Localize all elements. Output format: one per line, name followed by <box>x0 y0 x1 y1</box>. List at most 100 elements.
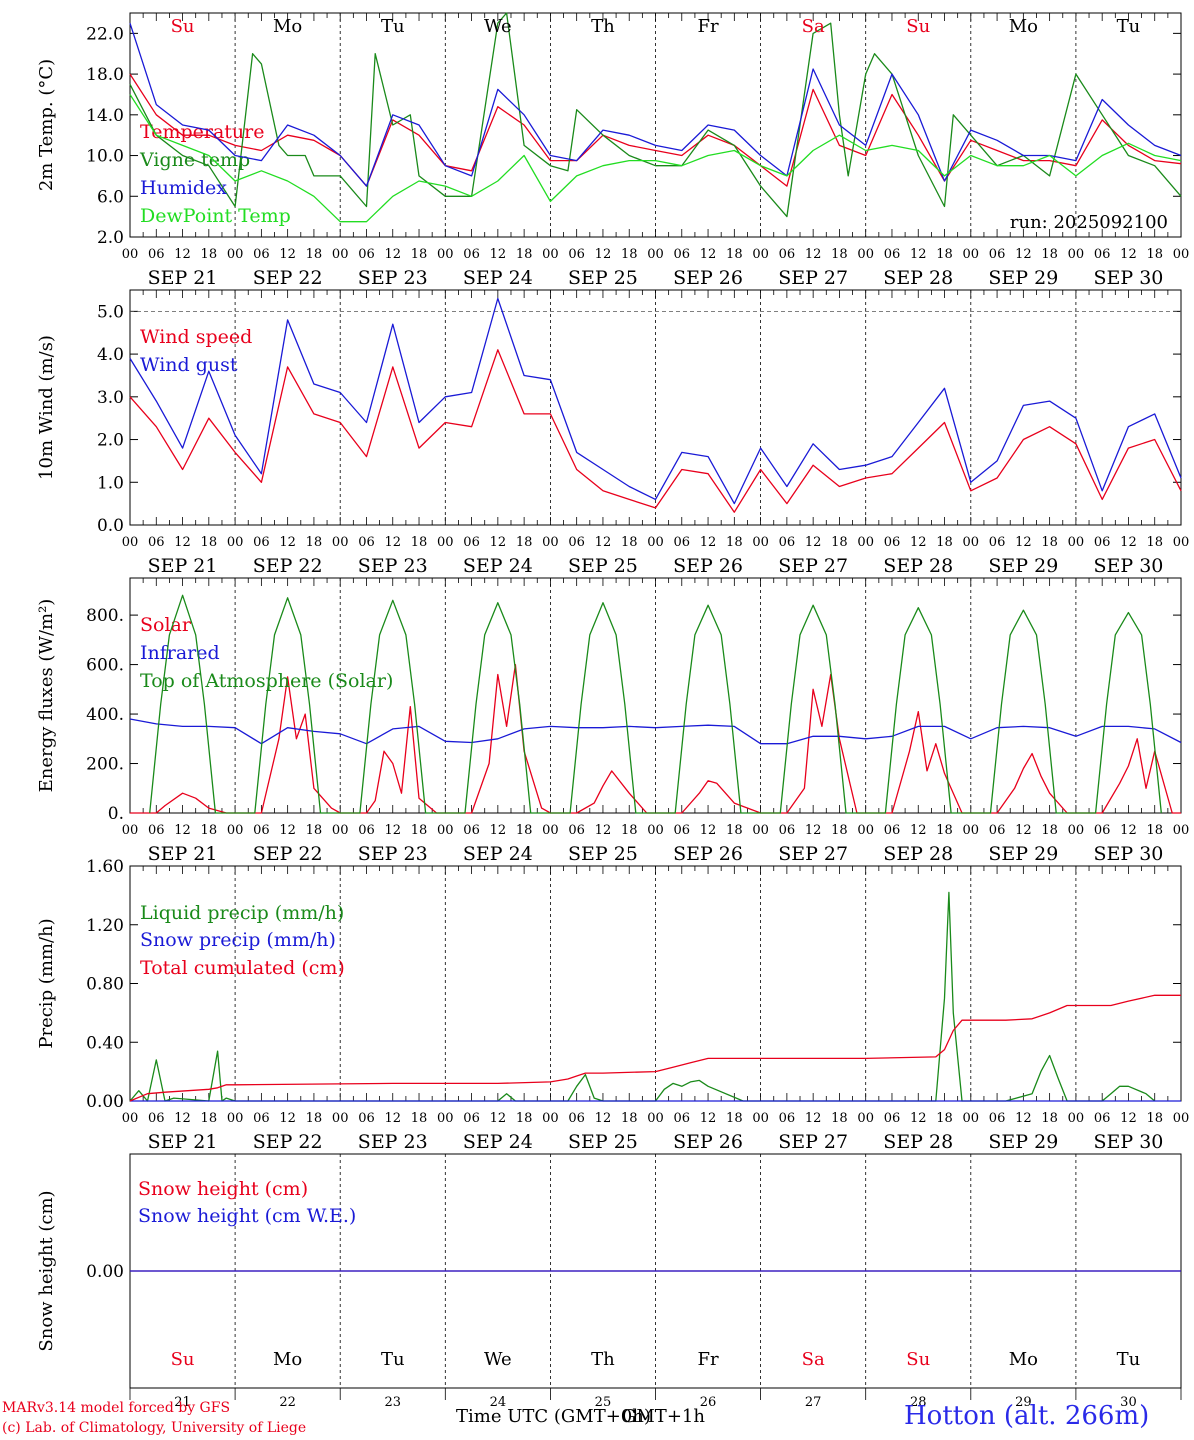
hour-tick-label: 00 <box>1173 535 1190 550</box>
date-label: SEP 27 <box>778 555 848 577</box>
x-axis-label: Time UTC (GMT+0h) <box>456 1406 651 1427</box>
hour-tick-label: 12 <box>490 247 507 262</box>
y-axis-label: Energy fluxes (W/m²) <box>36 599 57 793</box>
date-label: SEP 21 <box>148 267 218 289</box>
legend-entry: Vigne temp <box>139 149 250 171</box>
hour-tick-label: 06 <box>463 823 480 838</box>
hour-tick-label: 06 <box>1094 823 1111 838</box>
date-label: SEP 21 <box>148 843 218 865</box>
date-label: SEP 30 <box>1094 267 1164 289</box>
hour-tick-label: 00 <box>122 535 139 550</box>
day-of-week-label: Su <box>906 16 930 37</box>
hour-tick-label: 06 <box>253 247 270 262</box>
legend-entry: Solar <box>140 614 192 636</box>
date-label: SEP 29 <box>988 555 1058 577</box>
hour-tick-label: 12 <box>490 1111 507 1126</box>
series-line-temperature <box>129 73 1182 187</box>
hour-tick-label: 12 <box>384 1111 401 1126</box>
hour-tick-label: 18 <box>306 823 323 838</box>
hour-tick-label: 00 <box>857 535 874 550</box>
day-number-label: 23 <box>384 1395 401 1410</box>
hour-tick-label: 12 <box>384 823 401 838</box>
y-tick-label: 2.0 <box>97 431 124 451</box>
y-tick-label: 0.40 <box>86 1033 124 1053</box>
hour-tick-label: 00 <box>647 535 664 550</box>
date-label: SEP 28 <box>883 267 953 289</box>
date-label: SEP 26 <box>673 555 743 577</box>
date-label: SEP 24 <box>463 267 533 289</box>
y-tick-label: 200. <box>86 755 124 775</box>
legend-entry: Wind gust <box>140 354 238 376</box>
date-label: SEP 28 <box>883 555 953 577</box>
day-of-week-label: Mo <box>1009 16 1038 37</box>
hour-tick-label: 18 <box>201 535 218 550</box>
hour-tick-label: 06 <box>148 247 165 262</box>
date-label: SEP 29 <box>988 267 1058 289</box>
y-tick-label: 1.0 <box>97 473 124 493</box>
hour-tick-label: 00 <box>227 823 244 838</box>
hour-tick-label: 00 <box>332 1111 349 1126</box>
series-line-infrared <box>129 718 1182 745</box>
hour-tick-label: 06 <box>358 1111 375 1126</box>
hour-tick-label: 18 <box>726 823 743 838</box>
y-tick-label: 600. <box>86 656 124 676</box>
series-line-wind-gust <box>129 297 1182 505</box>
hour-tick-label: 00 <box>752 247 769 262</box>
hour-tick-label: 12 <box>279 535 296 550</box>
day-of-week-label: Tu <box>1117 16 1141 37</box>
hour-tick-label: 06 <box>253 535 270 550</box>
series-line-wind-speed <box>129 349 1182 513</box>
date-label: SEP 25 <box>568 555 638 577</box>
legend-entry: Snow height (cm) <box>138 1178 308 1200</box>
hour-tick-label: 18 <box>516 247 533 262</box>
date-label: SEP 26 <box>673 1131 743 1153</box>
hour-tick-label: 06 <box>674 823 691 838</box>
hour-tick-label: 06 <box>463 1111 480 1126</box>
hour-tick-label: 06 <box>358 823 375 838</box>
hour-tick-label: 12 <box>1015 823 1032 838</box>
hour-tick-label: 18 <box>516 535 533 550</box>
hour-tick-label: 12 <box>805 535 822 550</box>
hour-tick-label: 18 <box>726 247 743 262</box>
y-tick-label: 6.0 <box>97 187 124 207</box>
date-label: SEP 29 <box>988 843 1058 865</box>
day-of-week-label: Mo <box>1009 1349 1038 1370</box>
x-axis-overprint: GMT+1h <box>622 1406 705 1427</box>
hour-tick-label: 18 <box>936 823 953 838</box>
hour-tick-label: 18 <box>516 1111 533 1126</box>
hour-tick-label: 06 <box>884 247 901 262</box>
series-line-humidex <box>129 23 1182 187</box>
y-tick-label: 18.0 <box>86 65 124 85</box>
hour-tick-label: 00 <box>122 823 139 838</box>
hour-tick-label: 18 <box>1041 1111 1058 1126</box>
hour-tick-label: 12 <box>174 823 191 838</box>
y-tick-label: 1.60 <box>86 857 124 877</box>
day-number-label: 21 <box>174 1395 191 1410</box>
hour-tick-label: 18 <box>936 247 953 262</box>
hour-tick-label: 00 <box>963 535 980 550</box>
hour-tick-label: 06 <box>253 823 270 838</box>
hour-tick-label: 00 <box>227 535 244 550</box>
hour-tick-label: 06 <box>358 247 375 262</box>
hour-tick-label: 12 <box>174 535 191 550</box>
hour-tick-label: 06 <box>989 823 1006 838</box>
day-of-week-label: Sa <box>802 1349 825 1370</box>
hour-tick-label: 18 <box>1041 247 1058 262</box>
hour-tick-label: 00 <box>963 247 980 262</box>
hour-tick-label: 18 <box>201 1111 218 1126</box>
date-label: SEP 25 <box>568 843 638 865</box>
hour-tick-label: 00 <box>647 823 664 838</box>
hour-tick-label: 00 <box>332 823 349 838</box>
hour-tick-label: 18 <box>621 1111 638 1126</box>
day-of-week-label: We <box>484 16 512 37</box>
hour-tick-label: 06 <box>1094 1111 1111 1126</box>
hour-tick-label: 06 <box>253 1111 270 1126</box>
hour-tick-label: 06 <box>674 535 691 550</box>
y-tick-label: 0.00 <box>86 1262 124 1282</box>
hour-tick-label: 18 <box>726 1111 743 1126</box>
hour-tick-label: 18 <box>1041 823 1058 838</box>
hour-tick-label: 18 <box>411 1111 428 1126</box>
hour-tick-label: 00 <box>1173 247 1190 262</box>
y-tick-label: 3.0 <box>97 388 124 408</box>
day-of-week-label: Tu <box>1117 1349 1141 1370</box>
